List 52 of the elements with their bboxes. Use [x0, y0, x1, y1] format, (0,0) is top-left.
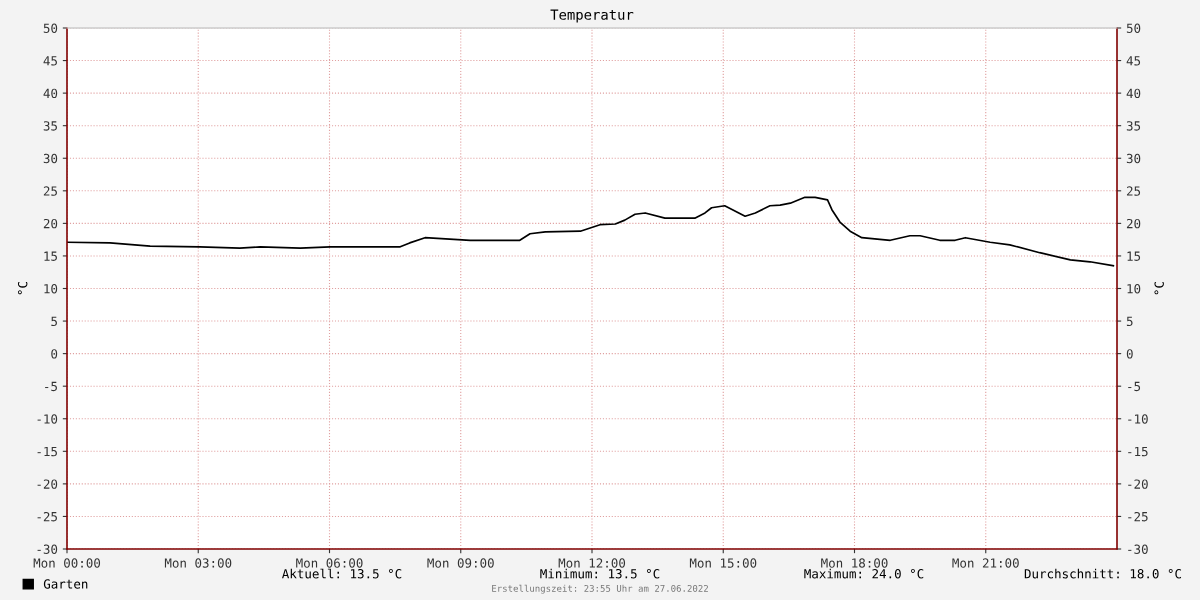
text: Minimum: 13.5 °C: [540, 568, 660, 579]
y-tick-label: -15: [37, 446, 57, 457]
y2-axis-title: °C: [1154, 281, 1164, 295]
chart-title: Temperatur: [550, 9, 634, 23]
y2-tick-label: -25: [1128, 511, 1148, 522]
y-tick-label: 0: [51, 349, 58, 359]
y-tick-label: 5: [51, 316, 57, 327]
x-tick-label: Mon 06:00: [296, 558, 363, 568]
y-axis-title: °C: [17, 281, 28, 295]
y-tick-label: 50: [43, 23, 58, 33]
y2-tick-label: 5: [1126, 316, 1133, 327]
y-tick-label: -25: [37, 511, 57, 522]
text: Aktuell: 13.5 °C: [282, 568, 402, 579]
x-tick-label: Mon 15:00: [689, 558, 757, 568]
text: Maximum: 24.0 °C: [804, 568, 924, 579]
y-tick-label: 40: [43, 88, 58, 99]
y2-tick-label: -5: [1128, 381, 1141, 392]
y-tick-label: -30: [37, 544, 58, 554]
x-tick-label: Mon 09:00: [427, 558, 494, 568]
x-tick-label: Mon 03:00: [164, 558, 232, 568]
y-tick-label: 10: [44, 284, 58, 294]
y2-tick-label: 30: [1126, 153, 1141, 164]
y2-tick-label: 0: [1126, 349, 1133, 359]
text: Erstellungszeit: 23:55 Uhr am 27.06.2022: [492, 584, 708, 594]
y-tick-label: 20: [43, 218, 58, 229]
legend-label: Garten: [43, 579, 88, 589]
y2-tick-label: 50: [1126, 23, 1141, 33]
x-tick-label: Mon 18:00: [821, 558, 888, 568]
y2-tick-label: -30: [1128, 544, 1148, 554]
y-tick-label: -10: [37, 414, 58, 424]
y-tick-label: 45: [43, 56, 57, 66]
y2-tick-label: 45: [1126, 56, 1141, 66]
y2-tick-label: 10: [1127, 284, 1141, 294]
x-tick-label: Mon 00:00: [33, 558, 101, 568]
y2-tick-label: 20: [1126, 218, 1141, 229]
x-tick-label: Mon 21:00: [952, 558, 1019, 568]
y-tick-label: 25: [43, 186, 57, 196]
y-tick-label: -5: [45, 381, 57, 392]
y2-tick-label: -20: [1128, 479, 1148, 489]
y-tick-label: 35: [43, 121, 57, 131]
y2-tick-label: 15: [1127, 251, 1141, 261]
y2-tick-label: 25: [1126, 186, 1141, 196]
line-series: [67, 196, 1115, 267]
x-tick-label: Mon 12:00: [558, 558, 626, 568]
y2-tick-label: 40: [1126, 88, 1141, 99]
y2-tick-label: -10: [1128, 414, 1148, 424]
text: Durchschnitt: 18.0 °C: [1024, 568, 1182, 579]
y-tick-label: 15: [44, 251, 57, 261]
y-tick-label: 30: [43, 153, 58, 164]
y2-tick-label: 35: [1126, 121, 1141, 131]
y2-tick-label: -15: [1128, 446, 1148, 457]
y-tick-label: -20: [37, 479, 58, 489]
